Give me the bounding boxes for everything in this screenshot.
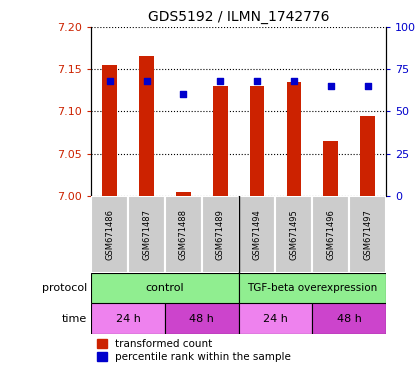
Bar xyxy=(360,116,375,196)
Text: GSM671495: GSM671495 xyxy=(289,209,298,260)
Bar xyxy=(239,303,312,334)
Point xyxy=(327,83,334,89)
Point xyxy=(254,78,260,84)
Bar xyxy=(239,196,276,273)
Text: 24 h: 24 h xyxy=(263,314,288,324)
Bar xyxy=(239,273,386,303)
Text: GSM671487: GSM671487 xyxy=(142,209,151,260)
Text: protocol: protocol xyxy=(42,283,87,293)
Bar xyxy=(250,86,264,196)
Point xyxy=(290,78,297,84)
Bar xyxy=(91,273,239,303)
Text: control: control xyxy=(146,283,184,293)
Bar xyxy=(103,65,117,196)
Bar xyxy=(213,86,227,196)
Bar xyxy=(323,141,338,196)
Text: GSM671497: GSM671497 xyxy=(363,209,372,260)
Bar xyxy=(128,196,165,273)
Bar xyxy=(349,196,386,273)
Text: GSM671496: GSM671496 xyxy=(326,209,335,260)
Point xyxy=(180,91,187,98)
Bar xyxy=(139,56,154,196)
Legend: transformed count, percentile rank within the sample: transformed count, percentile rank withi… xyxy=(97,339,291,362)
Bar xyxy=(91,196,128,273)
Text: TGF-beta overexpression: TGF-beta overexpression xyxy=(247,283,377,293)
Text: GSM671494: GSM671494 xyxy=(253,209,261,260)
Bar xyxy=(202,196,239,273)
Text: 48 h: 48 h xyxy=(189,314,214,324)
Text: 24 h: 24 h xyxy=(116,314,141,324)
Point xyxy=(143,78,150,84)
Text: time: time xyxy=(62,314,87,324)
Text: GSM671489: GSM671489 xyxy=(216,209,225,260)
Text: GSM671486: GSM671486 xyxy=(105,209,114,260)
Bar xyxy=(286,82,301,196)
Title: GDS5192 / ILMN_1742776: GDS5192 / ILMN_1742776 xyxy=(148,10,330,25)
Bar xyxy=(176,192,191,196)
Bar xyxy=(312,303,386,334)
Point xyxy=(217,78,224,84)
Point xyxy=(364,83,371,89)
Text: 48 h: 48 h xyxy=(337,314,361,324)
Text: GSM671488: GSM671488 xyxy=(179,209,188,260)
Bar xyxy=(276,196,312,273)
Point xyxy=(106,78,113,84)
Bar xyxy=(165,196,202,273)
Bar xyxy=(312,196,349,273)
Bar xyxy=(165,303,239,334)
Bar xyxy=(91,303,165,334)
